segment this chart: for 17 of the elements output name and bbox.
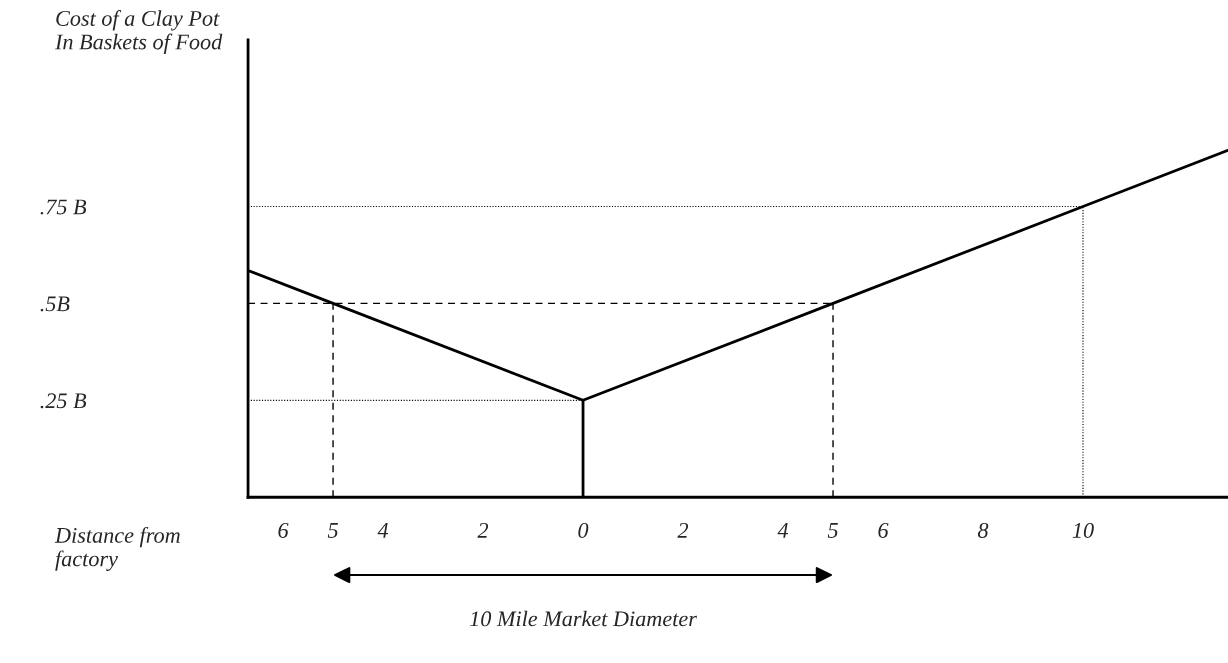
- y-tick-label: .25 B: [40, 393, 87, 409]
- x-tick-label: 6: [878, 522, 889, 538]
- y-tick-label: .5B: [40, 296, 70, 312]
- x-tick-label: 4: [777, 523, 789, 538]
- y-tick-label: .75 B: [40, 199, 87, 215]
- x-tick-label: 0: [578, 522, 589, 538]
- y-axis-title: Cost of a Clay Pot In Baskets of Food: [54, 10, 223, 54]
- x-tick-label: 5: [327, 523, 338, 538]
- x-tick-label: 6: [278, 522, 289, 538]
- x-axis-title: Distance from factory: [54, 526, 180, 571]
- x-tick-label: 5: [827, 523, 838, 538]
- x-tick-label: 10: [1072, 522, 1094, 538]
- x-tick-label: 4: [377, 523, 389, 538]
- x-tick-label: 8: [977, 522, 989, 538]
- text: 10 Mile Market Diameter: [469, 610, 697, 627]
- x-tick-label: 2: [477, 522, 489, 538]
- x-tick-label: 2: [677, 522, 689, 538]
